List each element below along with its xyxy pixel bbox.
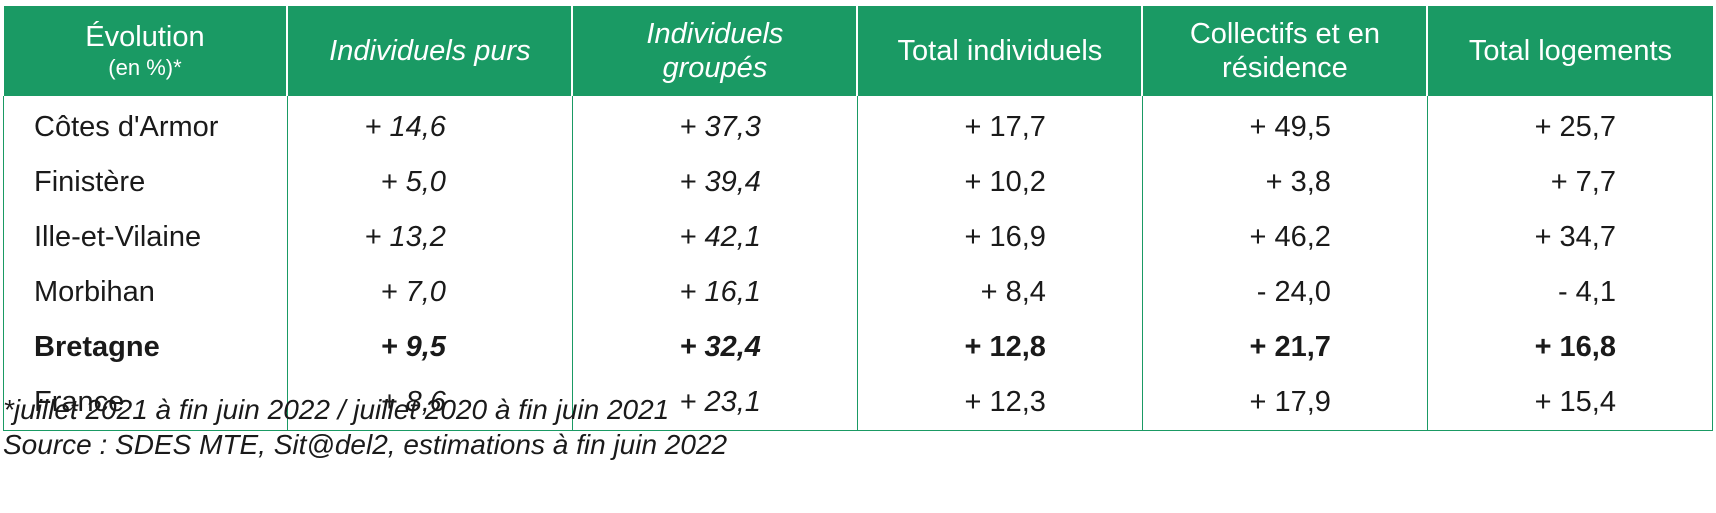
row-label: Finistère <box>34 166 146 198</box>
header-evolution-unit: (en %)* <box>108 55 182 80</box>
row-label: Bretagne <box>34 331 160 363</box>
cell-collectifs: + 49,5 <box>1141 96 1428 155</box>
cell-individuels-groupes: + 37,3 <box>571 96 858 155</box>
housing-evolution-table: Évolution (en %)* Individuels purs Indiv… <box>3 6 1713 431</box>
cell-total-individuels: + 12,3 <box>856 375 1143 431</box>
header-collectifs: Collectifs et en résidence <box>1141 6 1428 96</box>
source-note: Source : SDES MTE, Sit@del2, estimations… <box>3 429 728 460</box>
row-label: Morbihan <box>34 276 155 308</box>
cell-individuels-groupes: + 23,1 <box>571 375 858 431</box>
cell-total-logements: + 16,8 <box>1426 320 1713 375</box>
cell-total-individuels: + 16,9 <box>856 210 1143 265</box>
table-row-france: France + 8,6 + 23,1 + 12,3 + 17,9 + 15,4 <box>4 375 1713 431</box>
table-row-cotes-darmor: Côtes d'Armor + 14,6 + 37,3 + 17,7 + 49,… <box>4 96 1713 155</box>
cell-total-logements: - 4,1 <box>1426 265 1713 320</box>
cell-total-logements: + 15,4 <box>1426 375 1713 431</box>
table-row-morbihan: Morbihan + 7,0 + 16,1 + 8,4 - 24,0 - 4,1 <box>4 265 1713 320</box>
cell-individuels-groupes: + 16,1 <box>571 265 858 320</box>
cell-individuels-purs: + 8,6 <box>286 375 573 431</box>
cell-collectifs: + 46,2 <box>1141 210 1428 265</box>
cell-total-individuels: + 8,4 <box>856 265 1143 320</box>
cell-total-logements: + 7,7 <box>1426 155 1713 210</box>
cell-individuels-groupes: + 42,1 <box>571 210 858 265</box>
cell-individuels-purs: + 5,0 <box>286 155 573 210</box>
cell-individuels-purs: + 9,5 <box>286 320 573 375</box>
row-label: Ille-et-Vilaine <box>34 221 202 253</box>
header-individuels-purs: Individuels purs <box>286 6 573 96</box>
cell-total-logements: + 25,7 <box>1426 96 1713 155</box>
cell-individuels-purs: + 13,2 <box>286 210 573 265</box>
header-individuels-groupes-line2: groupés <box>662 52 768 84</box>
footnote-period: *juillet 2021 à fin juin 2022 / juillet … <box>3 394 670 425</box>
header-total-individuels: Total individuels <box>856 6 1143 96</box>
header-collectifs-line1: Collectifs et en <box>1189 18 1381 50</box>
header-individuels-groupes: Individuels groupés <box>571 6 858 96</box>
cell-individuels-purs: + 7,0 <box>286 265 573 320</box>
cell-collectifs: + 21,7 <box>1141 320 1428 375</box>
cell-total-individuels: + 17,7 <box>856 96 1143 155</box>
table-body: Côtes d'Armor + 14,6 + 37,3 + 17,7 + 49,… <box>3 96 1713 431</box>
table-header: Évolution (en %)* Individuels purs Indiv… <box>3 6 1713 96</box>
cell-collectifs: + 17,9 <box>1141 375 1428 431</box>
row-label: France <box>34 386 125 418</box>
row-label: Côtes d'Armor <box>34 111 219 143</box>
cell-individuels-groupes: + 32,4 <box>571 320 858 375</box>
cell-total-individuels: + 10,2 <box>856 155 1143 210</box>
cell-total-individuels: + 12,8 <box>856 320 1143 375</box>
cell-collectifs: - 24,0 <box>1141 265 1428 320</box>
cell-total-logements: + 34,7 <box>1426 210 1713 265</box>
header-evolution-title: Évolution <box>85 21 205 53</box>
cell-individuels-purs: + 14,6 <box>286 96 573 155</box>
header-total-logements: Total logements <box>1426 6 1713 96</box>
header-evolution: Évolution (en %)* <box>3 6 288 96</box>
table-row-bretagne: Bretagne + 9,5 + 32,4 + 12,8 + 21,7 + 16… <box>4 320 1713 375</box>
header-collectifs-line2: résidence <box>1222 52 1348 84</box>
table-row-finistere: Finistère + 5,0 + 39,4 + 10,2 + 3,8 + 7,… <box>4 155 1713 210</box>
table-row-ille-et-vilaine: Ille-et-Vilaine + 13,2 + 42,1 + 16,9 + 4… <box>4 210 1713 265</box>
cell-collectifs: + 3,8 <box>1141 155 1428 210</box>
header-individuels-groupes-line1: Individuels <box>646 18 784 50</box>
cell-individuels-groupes: + 39,4 <box>571 155 858 210</box>
